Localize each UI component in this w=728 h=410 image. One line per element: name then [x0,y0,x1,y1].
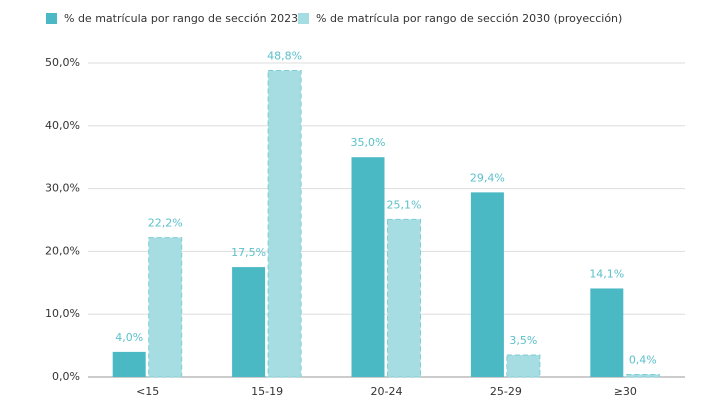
bar [148,237,183,378]
y-tick-label: 10,0% [45,307,80,320]
value-label: 25,1% [387,198,422,211]
legend-label: % de matrícula por rango de sección 2023 [64,12,298,25]
value-label: 4,0% [115,331,143,344]
y-tick-label: 50,0% [45,56,80,69]
bar [506,354,541,378]
legend-swatch [298,13,309,24]
x-tick-label: ≥30 [614,385,637,398]
legend-swatch [46,13,57,24]
bar [470,192,504,377]
x-tick-label: 25-29 [490,385,522,398]
x-tick-label: 20-24 [371,385,403,398]
value-label: 0,4% [629,353,657,366]
bar [267,70,302,378]
bar [351,157,385,377]
x-tick-label: 15-19 [251,385,283,398]
bar [387,218,421,378]
value-label: 14,1% [589,267,624,280]
bar [590,288,624,377]
bar [112,351,146,377]
y-tick-label: 30,0% [45,182,80,195]
value-label: 35,0% [351,136,386,149]
y-tick-label: 20,0% [45,244,80,257]
legend-label: % de matrícula por rango de sección 2030… [316,12,622,25]
bar [232,267,266,377]
y-tick-label: 0,0% [52,370,80,383]
value-label: 29,4% [470,171,505,184]
value-label: 48,8% [267,50,302,63]
bar [625,373,660,378]
value-label: 3,5% [509,334,537,347]
value-label: 22,2% [148,217,183,230]
value-label: 17,5% [231,246,266,259]
x-tick-label: <15 [136,385,159,398]
y-tick-label: 40,0% [45,119,80,132]
